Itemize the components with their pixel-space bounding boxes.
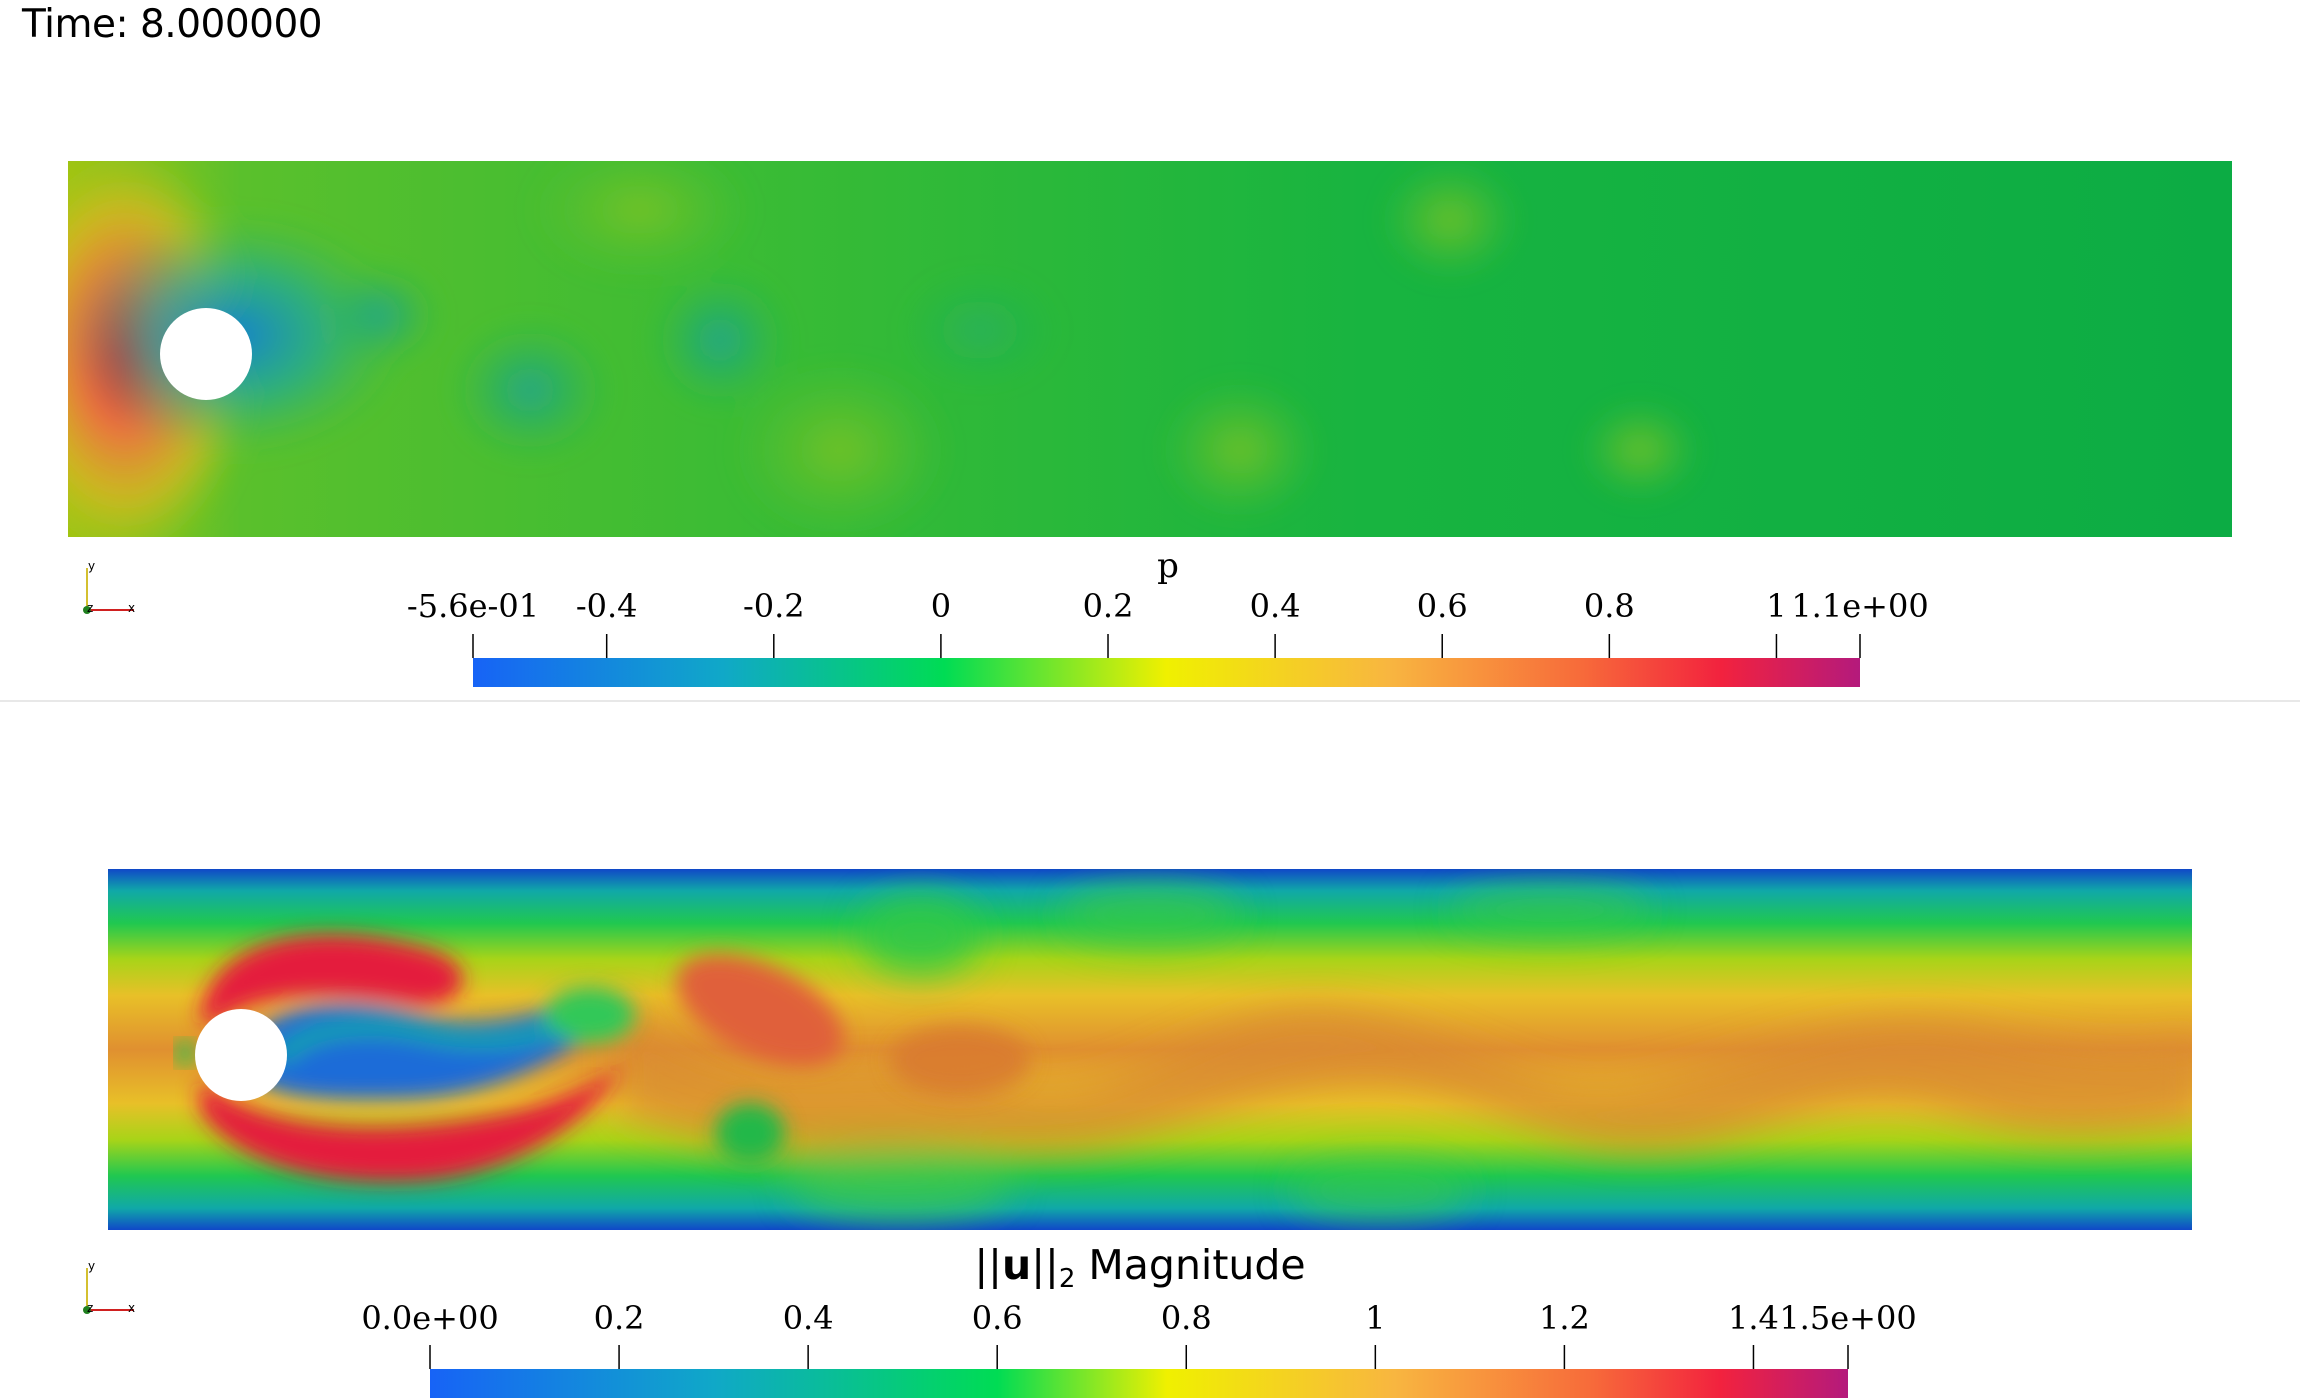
velocity-colorbar: ||u||2 Magnitude 0.0e+00 0.2 0.4 0.6 0.8 1 1.2… xyxy=(361,1241,1917,1398)
colorbar-tick-label: 1 xyxy=(1365,1299,1385,1337)
colorbar-tick-label: 0.4 xyxy=(783,1299,834,1337)
colorbar-gradient xyxy=(430,1369,1848,1398)
colorbar-tick-label: 1.5e+00 xyxy=(1779,1299,1916,1337)
pressure-field xyxy=(68,161,2232,537)
colorbar-tick-label: 0.4 xyxy=(1250,587,1301,625)
colorbar-tick-label: 0.0e+00 xyxy=(361,1299,498,1337)
colorbar-tick-label: 1.1e+00 xyxy=(1791,587,1928,625)
colorbar-tick-label: 1.2 xyxy=(1539,1299,1590,1337)
colorbar-tick-label: 1.4 xyxy=(1728,1299,1779,1337)
pressure-colorbar: p -5.6e-01 -0.4 -0.2 0 0.2 0.4 0.6 0.8 1 1.1e+00 xyxy=(407,546,1929,687)
orientation-axes: y z x xyxy=(83,1259,135,1315)
cylinder-obstacle xyxy=(195,1009,287,1101)
svg-text:z: z xyxy=(87,601,93,615)
colorbar-tick-label: -0.2 xyxy=(743,587,805,625)
svg-text:x: x xyxy=(128,601,135,615)
svg-text:y: y xyxy=(88,1259,95,1273)
svg-text:x: x xyxy=(128,1301,135,1315)
pressure-viewport[interactable]: y z x p -5.6e-01 -0.4 -0.2 0 0.2 0.4 0.6 0.8 1 1.… xyxy=(0,0,2300,700)
svg-text:y: y xyxy=(88,559,95,573)
colorbar-tick-label: 0.8 xyxy=(1584,587,1635,625)
velocity-render: y z x ||u||2 Magnitude 0.0e+00 0.2 0.4 0.6 0… xyxy=(83,869,2192,1398)
colorbar-tick-label: 0.2 xyxy=(1083,587,1134,625)
colorbar-gradient xyxy=(473,658,1860,687)
colorbar-tick-label: 0 xyxy=(931,587,951,625)
cylinder-obstacle xyxy=(160,308,252,400)
colorbar-title: ||u||2 Magnitude xyxy=(974,1241,1305,1294)
velocity-viewport[interactable]: y z x ||u||2 Magnitude 0.0e+00 0.2 0.4 0.6 0… xyxy=(0,703,2300,1400)
colorbar-tick-label: 0.6 xyxy=(1417,587,1468,625)
colorbar-tick-label: -0.4 xyxy=(576,587,638,625)
colorbar-tick-label: -5.6e-01 xyxy=(407,587,539,625)
time-label: Time: 8.000000 xyxy=(22,2,323,47)
colorbar-title: p xyxy=(1157,546,1179,586)
svg-text:z: z xyxy=(87,1301,93,1315)
colorbar-tick-label: 0.6 xyxy=(972,1299,1023,1337)
velocity-field xyxy=(108,869,2192,1230)
colorbar-tick-label: 1 xyxy=(1766,587,1786,625)
viewport-separator xyxy=(0,700,2300,702)
orientation-axes: y z x xyxy=(83,559,135,615)
colorbar-tick-label: 0.8 xyxy=(1161,1299,1212,1337)
colorbar-tick-label: 0.2 xyxy=(594,1299,645,1337)
pressure-render: y z x p -5.6e-01 -0.4 -0.2 0 0.2 0.4 0.6 0.8 1 1.… xyxy=(68,161,2232,687)
